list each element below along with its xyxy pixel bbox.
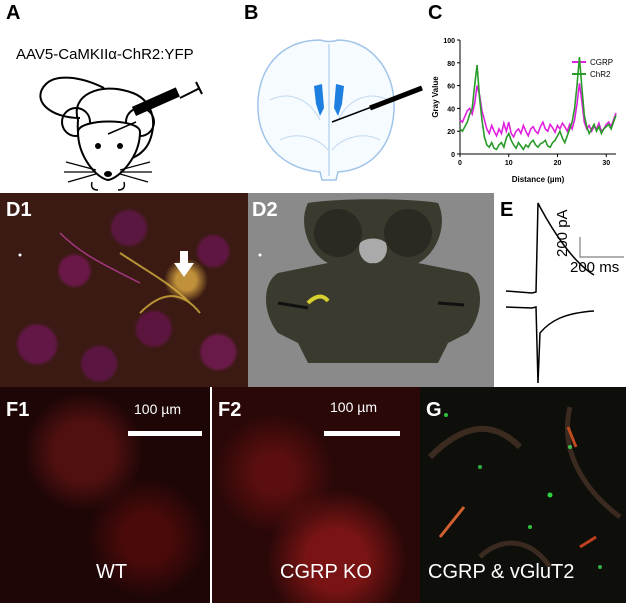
f1-scalebar-label: 100 µm <box>134 401 181 417</box>
coronal-brain-atlas-illustration <box>257 39 423 181</box>
panel-f2-image: F2 100 µm CGRP KO <box>212 387 420 603</box>
panel-a-label: A <box>6 2 21 24</box>
panel-f1-label: F1 <box>6 399 30 421</box>
g-fibers <box>427 406 622 569</box>
legend-label-chr2: ChR2 <box>590 70 611 79</box>
g-caption: CGRP & vGluT2 <box>428 561 575 583</box>
mouse-syringe-illustration <box>39 76 203 191</box>
y-tick-label: 80 <box>447 61 455 68</box>
y-tick-label: 20 <box>447 129 455 136</box>
panel-f2-label: F2 <box>218 399 242 421</box>
scalebar-time-label: 200 ms <box>570 259 620 276</box>
legend-label-cgrp: CGRP <box>590 58 613 67</box>
series-line-cgrp <box>459 83 617 139</box>
panel-f1-image: F1 100 µm WT <box>0 387 210 603</box>
panel-c-label: C <box>428 2 443 24</box>
gray-value-profile-chart: 0 20 40 60 80 100 0 10 20 30 Distance (µm) Gray Val… <box>431 38 617 184</box>
panel-b: B <box>240 0 430 192</box>
panel-d1-label: D1 <box>6 199 32 221</box>
arrow-icon <box>174 251 194 277</box>
series-line-chr2 <box>459 57 617 151</box>
y-tick-label: 100 <box>443 38 455 45</box>
panel-b-label: B <box>244 2 259 24</box>
scalebar-current-label: 200 pA <box>554 209 571 257</box>
y-tick-label: 0 <box>451 152 455 159</box>
panel-g-image: G CGRP & vGluT2 <box>420 387 626 603</box>
x-tick-label: 10 <box>505 160 513 167</box>
panel-d2-label: D2 <box>252 199 278 221</box>
f2-scalebar <box>324 431 400 436</box>
current-trace <box>505 202 624 384</box>
f2-caption: CGRP KO <box>280 561 372 583</box>
panel-d2-image: D2 <box>248 193 494 387</box>
x-tick-label: 0 <box>458 160 462 167</box>
y-axis-label: Gray Value <box>431 76 440 118</box>
f1-caption: WT <box>96 561 128 583</box>
virus-construct-label: AAV5-CaMKIIα-ChR2:YFP <box>16 46 194 63</box>
d2-brainstem-section <box>258 199 480 363</box>
panel-a: A AAV5-CaMKIIα-ChR2:YFP <box>0 0 230 192</box>
f2-scalebar-label: 100 µm <box>330 399 377 415</box>
f1-scalebar <box>128 431 202 436</box>
x-axis-label: Distance (µm) <box>512 175 565 184</box>
y-tick-label: 60 <box>447 84 455 91</box>
x-tick-label: 20 <box>554 160 562 167</box>
panel-e: E 200 pA 200 ms <box>494 193 640 387</box>
x-tick-label: 30 <box>602 160 610 167</box>
panel-g-label: G <box>426 399 442 421</box>
panel-c: C 0 20 40 60 80 100 0 10 20 30 Distance (µm) Gray V… <box>420 0 640 192</box>
d1-fibers <box>18 232 201 314</box>
y-tick-label: 40 <box>447 106 455 113</box>
panel-d1-image: D1 <box>0 193 248 387</box>
panel-e-label: E <box>500 199 514 221</box>
